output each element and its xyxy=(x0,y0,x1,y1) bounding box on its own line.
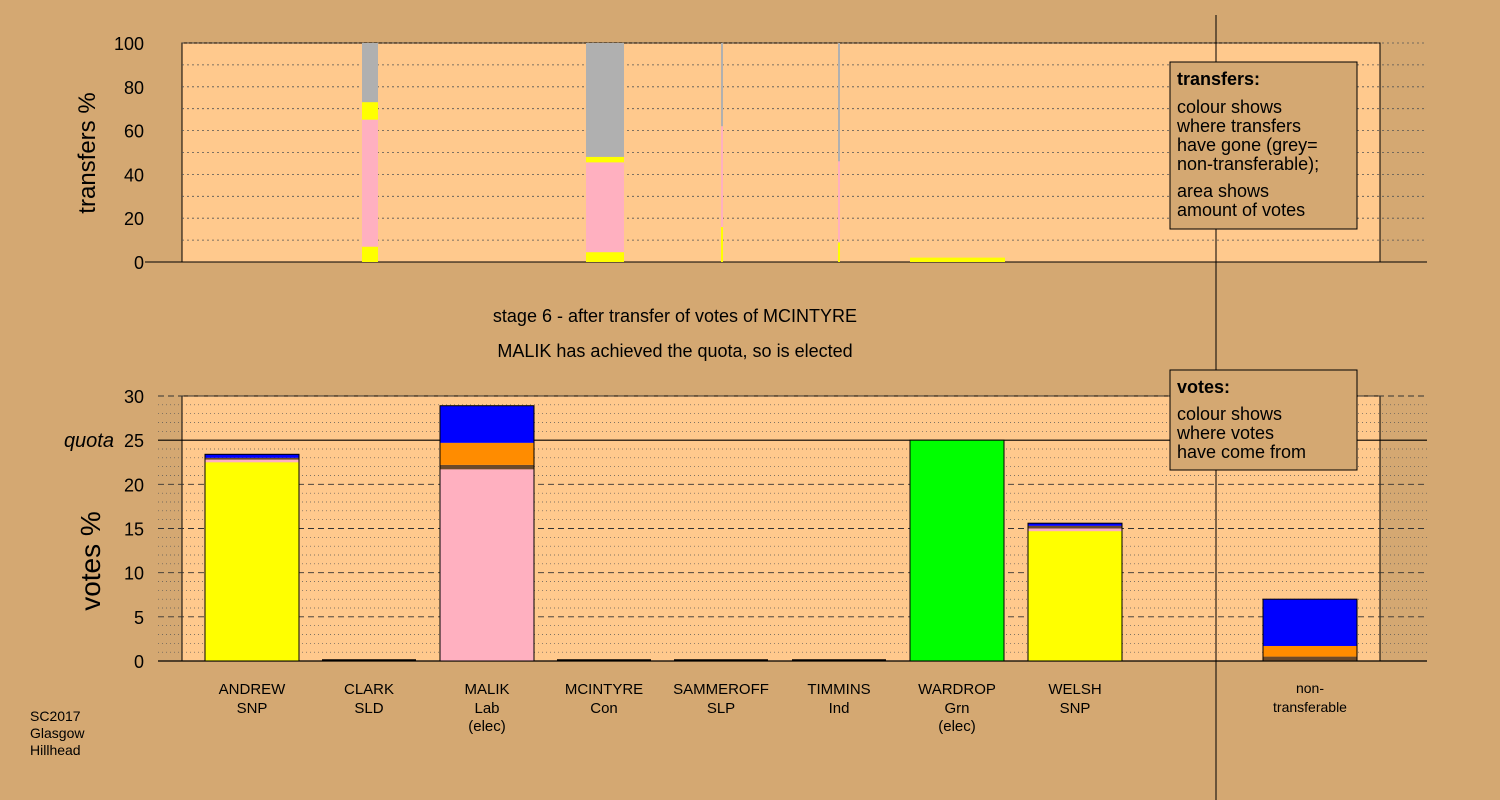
y-tick-label: 10 xyxy=(124,564,144,584)
transfers-legend-line: area shows xyxy=(1177,181,1269,201)
transfers-legend-line: colour shows xyxy=(1177,97,1282,117)
transfer-bar-segment xyxy=(721,43,723,127)
candidate-party: Grn xyxy=(944,700,969,717)
vote-bar-segment xyxy=(1028,523,1122,526)
transfers-legend-title: transfers: xyxy=(1177,69,1260,89)
transfer-bar-segment xyxy=(586,156,624,163)
candidate-party: Con xyxy=(590,700,618,717)
transfer-bar-segment xyxy=(910,257,1005,262)
candidate-party: SLP xyxy=(707,700,735,717)
transfer-bar-segment xyxy=(586,252,624,262)
transfer-bar-segment xyxy=(362,102,378,120)
candidate-name: ANDREW xyxy=(219,681,287,698)
vote-bar-segment xyxy=(205,459,299,463)
stage-line-1: stage 6 - after transfer of votes of MCI… xyxy=(493,306,857,326)
y-tick-label: 80 xyxy=(124,78,144,98)
y-tick-label: 60 xyxy=(124,122,144,142)
vote-bar-outline xyxy=(204,453,300,662)
quota-label: quota xyxy=(64,430,114,452)
vote-bar-segment xyxy=(440,469,534,661)
candidate-name: WELSH xyxy=(1048,681,1101,698)
vote-bar-segment xyxy=(1263,656,1357,661)
transfers-legend-line: non-transferable); xyxy=(1177,154,1319,174)
transfer-bar-segment xyxy=(838,161,840,243)
vote-bar-segment xyxy=(440,464,534,470)
vote-bar-segment xyxy=(910,440,1004,661)
transfer-bar-segment xyxy=(362,246,378,262)
candidate-elected: (elec) xyxy=(938,718,976,735)
votes-legend-line: where votes xyxy=(1176,423,1274,443)
candidate-name: non- xyxy=(1296,680,1324,696)
vote-bar-outline xyxy=(439,405,535,662)
vote-bar-segment xyxy=(205,457,299,460)
stage-line-2: MALIK has achieved the quota, so is elec… xyxy=(497,341,852,361)
transfers-legend: transfers: colour shows where transfers … xyxy=(1169,61,1358,230)
candidate-name: WARDROP xyxy=(918,681,996,698)
y-tick-label: 0 xyxy=(134,652,144,672)
transfer-bar-segment xyxy=(721,226,723,262)
y-tick-label: 20 xyxy=(124,475,144,495)
transfer-bar-segment xyxy=(362,43,378,103)
footer-label: SC2017 Glasgow Hillhead xyxy=(30,708,85,758)
y-tick-label: 100 xyxy=(114,34,144,54)
transfer-bar-segment xyxy=(586,162,624,253)
candidate-elected: (elec) xyxy=(468,718,506,735)
votes-legend-line: colour shows xyxy=(1177,404,1282,424)
y-tick-label: 30 xyxy=(124,387,144,407)
y-axis-label: transfers % xyxy=(74,92,101,213)
footer-line: SC2017 xyxy=(30,708,81,724)
transfer-bar-segment xyxy=(586,43,624,157)
votes-legend-title: votes: xyxy=(1177,377,1230,397)
candidate-name: TIMMINS xyxy=(807,681,870,698)
vote-bar-segment xyxy=(1028,525,1122,529)
candidate-name: MALIK xyxy=(464,681,509,698)
candidate-name: CLARK xyxy=(344,681,394,698)
candidate-party: Lab xyxy=(474,700,499,717)
vote-bar-segment xyxy=(205,462,299,661)
vote-bar-segment xyxy=(1028,531,1122,661)
vote-bar-segment xyxy=(1263,645,1357,657)
y-tick-label: 15 xyxy=(124,520,144,540)
candidate-party: SLD xyxy=(354,700,383,717)
transfers-legend-line: where transfers xyxy=(1176,116,1301,136)
footer-line: Glasgow xyxy=(30,725,85,741)
y-tick-label: 0 xyxy=(134,253,144,273)
transfer-bar-segment xyxy=(838,43,840,162)
vote-bar-segment xyxy=(1028,528,1122,532)
vote-bar-outline xyxy=(909,439,1005,662)
vote-bar-segment xyxy=(205,454,299,458)
votes-legend: votes: colour shows where votes have com… xyxy=(1169,369,1358,471)
vote-bar-outline xyxy=(1027,522,1123,662)
y-tick-label: 40 xyxy=(124,165,144,185)
y-tick-label: 25 xyxy=(124,431,144,451)
transfers-legend-line: amount of votes xyxy=(1177,200,1305,220)
candidate-party: SNP xyxy=(237,700,268,717)
candidate-name: MCINTYRE xyxy=(565,681,643,698)
vote-bar-segment xyxy=(1263,599,1357,646)
candidate-party: transferable xyxy=(1273,699,1347,715)
transfer-bar-segment xyxy=(362,119,378,247)
vote-bar-segment xyxy=(440,442,534,465)
candidate-party: SNP xyxy=(1060,700,1091,717)
transfer-bar-segment xyxy=(838,242,840,262)
vote-bar-outline xyxy=(1262,598,1358,662)
y-axis-label: votes % xyxy=(75,511,106,611)
transfers-legend-line: have gone (grey= xyxy=(1177,135,1318,155)
y-tick-label: 5 xyxy=(134,608,144,628)
transfer-bar-segment xyxy=(721,126,723,227)
y-tick-label: 20 xyxy=(124,209,144,229)
vote-bar-segment xyxy=(440,405,534,443)
candidate-name: SAMMEROFF xyxy=(673,681,769,698)
candidate-party: Ind xyxy=(829,700,850,717)
footer-line: Hillhead xyxy=(30,742,81,758)
votes-legend-line: have come from xyxy=(1177,442,1306,462)
